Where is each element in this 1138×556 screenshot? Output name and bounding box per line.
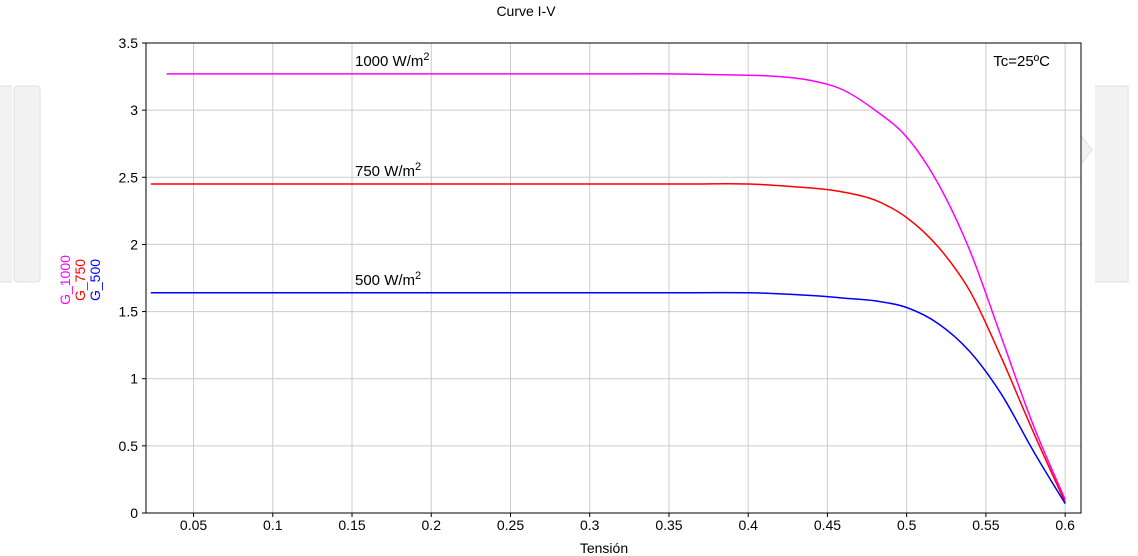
- series-line-g-1000: [166, 73, 1066, 500]
- x-tick-label: 0.35: [655, 517, 682, 533]
- x-tick-label: 0.45: [814, 517, 841, 533]
- y-axis-label-g-750: G_750: [72, 259, 88, 301]
- series-line-g-500: [150, 291, 1066, 504]
- x-tick-label: 0.1: [263, 517, 283, 533]
- y-tick-label: 2.5: [119, 169, 139, 185]
- x-axis-ticks: 0.05 0.1 0.15 0.2 0.25 0.3 0.35 0.4 0.45 0.5 0.55 0…: [180, 513, 1075, 533]
- y-axis-ticks: 0 0.5 1 1.5 2 2.5 3 3.5: [119, 35, 146, 521]
- y-tick-label: 3: [130, 102, 138, 118]
- y-axis-labels: G_1000 G_750 G_500: [57, 255, 103, 305]
- series-label-text: 500 W/m: [355, 272, 415, 289]
- chart-title: Curve I-V: [496, 3, 556, 19]
- y-tick-label: 3.5: [119, 35, 139, 51]
- series-label: 500 W/m2: [355, 270, 421, 289]
- series-label: 750 W/m2: [355, 161, 421, 180]
- x-tick-label: 0.2: [422, 517, 442, 533]
- series-label-superscript: 2: [415, 270, 421, 282]
- series-label: 1000 W/m2: [355, 51, 429, 70]
- y-tick-label: 1: [130, 371, 138, 387]
- watermark-left-bracket-shape: [0, 85, 12, 283]
- x-tick-label: 0.55: [972, 517, 999, 533]
- watermark-right-bracket-shape: [1095, 85, 1129, 283]
- series-lines: [150, 73, 1066, 504]
- y-tick-label: 0: [130, 505, 138, 521]
- watermark-bar-shape: [13, 85, 41, 283]
- x-tick-label: 0.6: [1055, 517, 1075, 533]
- series-label-text: 750 W/m: [355, 163, 415, 180]
- x-tick-label: 0.25: [497, 517, 524, 533]
- x-tick-label: 0.15: [338, 517, 365, 533]
- x-tick-label: 0.3: [580, 517, 600, 533]
- plot-area: [146, 43, 1081, 513]
- series-label-superscript: 2: [415, 161, 421, 173]
- y-axis-label-g-1000: G_1000: [57, 255, 73, 305]
- x-tick-label: 0.5: [897, 517, 917, 533]
- temperature-annotation: Tc=25ºC: [993, 53, 1050, 70]
- series-label-superscript: 2: [423, 51, 429, 63]
- plot-frame: [145, 42, 1082, 514]
- y-axis-label-g-500: G_500: [87, 259, 103, 301]
- series-line-g-750: [150, 182, 1066, 503]
- y-tick-label: 1.5: [119, 304, 139, 320]
- y-tick-label: 2: [130, 236, 138, 252]
- x-axis-label: Tensión: [580, 540, 628, 556]
- x-tick-label: 0.4: [738, 517, 758, 533]
- y-tick-label: 0.5: [119, 438, 139, 454]
- x-tick-label: 0.05: [180, 517, 207, 533]
- series-label-text: 1000 W/m: [355, 53, 423, 70]
